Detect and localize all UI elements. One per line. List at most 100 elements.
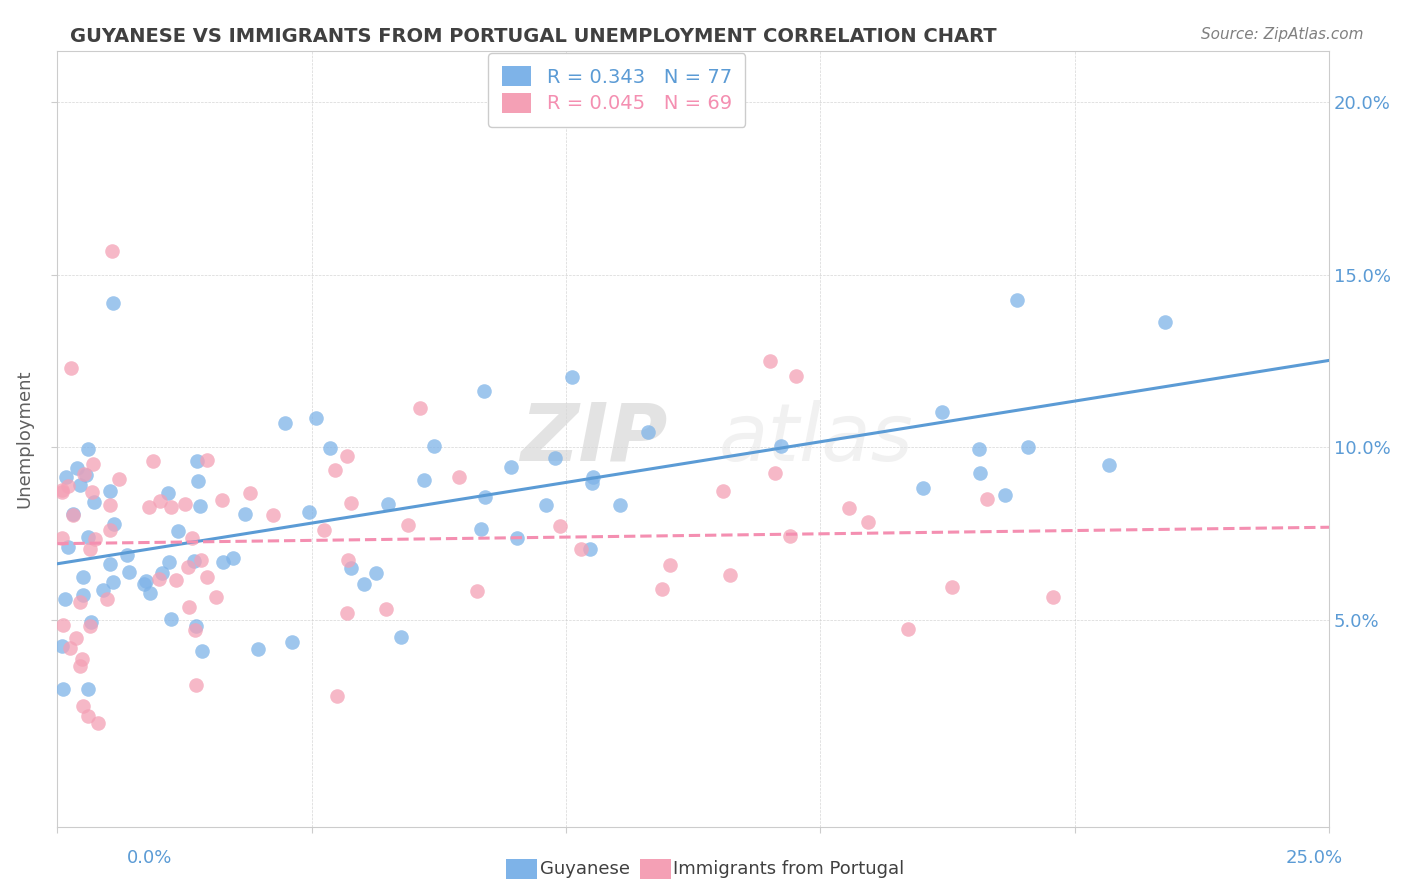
Point xyxy=(65,632,87,646)
Point xyxy=(82,457,104,471)
Point xyxy=(183,554,205,568)
Point xyxy=(101,575,124,590)
Point xyxy=(165,573,187,587)
Point xyxy=(51,531,73,545)
Point xyxy=(858,515,880,529)
Point xyxy=(167,524,190,539)
Point xyxy=(186,454,208,468)
Point xyxy=(941,580,963,594)
Point xyxy=(239,486,262,500)
Point xyxy=(173,497,195,511)
Point xyxy=(84,533,107,547)
Legend: R = 0.343   N = 77, R = 0.045   N = 69: R = 0.343 N = 77, R = 0.045 N = 69 xyxy=(488,53,745,127)
Point xyxy=(51,639,73,653)
Point xyxy=(59,361,82,376)
Point xyxy=(449,469,471,483)
Y-axis label: Unemployment: Unemployment xyxy=(15,369,32,508)
Point xyxy=(233,507,256,521)
Text: Guyanese: Guyanese xyxy=(540,860,630,878)
Point xyxy=(931,405,953,419)
Point xyxy=(91,583,114,598)
Point xyxy=(319,441,342,455)
Point xyxy=(87,716,110,731)
Point xyxy=(69,478,91,492)
Point xyxy=(465,584,488,599)
Point xyxy=(323,463,346,477)
Point xyxy=(1154,315,1177,329)
Point xyxy=(969,466,991,480)
Point xyxy=(222,550,245,565)
Point xyxy=(77,442,100,457)
Point xyxy=(298,505,321,519)
Point xyxy=(897,622,920,636)
Point xyxy=(156,486,179,500)
Point xyxy=(79,618,101,632)
Point xyxy=(118,565,141,579)
Point xyxy=(69,659,91,673)
Point xyxy=(58,479,80,493)
Point xyxy=(62,508,84,522)
Point xyxy=(711,484,734,499)
Point xyxy=(135,574,157,588)
Point xyxy=(474,490,496,504)
Point xyxy=(536,498,558,512)
Point xyxy=(994,488,1017,502)
Point xyxy=(838,500,860,515)
Point xyxy=(366,566,388,580)
Point xyxy=(1042,591,1064,605)
Point xyxy=(195,453,218,467)
Point xyxy=(148,572,170,586)
Point xyxy=(1005,293,1028,307)
Point xyxy=(51,484,73,499)
Point xyxy=(281,635,304,649)
Point xyxy=(637,425,659,439)
Point xyxy=(98,498,121,512)
Point xyxy=(758,354,780,368)
Point xyxy=(211,492,233,507)
Point xyxy=(651,582,673,597)
Point xyxy=(177,560,200,574)
Point xyxy=(160,500,183,514)
Point xyxy=(412,473,434,487)
Point xyxy=(1098,458,1121,472)
Point xyxy=(204,590,226,604)
Point xyxy=(77,530,100,544)
Point xyxy=(72,570,94,584)
Point xyxy=(609,498,631,512)
Point xyxy=(339,561,361,575)
Point xyxy=(779,528,801,542)
Point xyxy=(422,439,444,453)
Point xyxy=(184,678,207,692)
Point xyxy=(190,644,212,658)
Point xyxy=(409,401,432,415)
Point xyxy=(98,524,121,538)
Point xyxy=(579,542,602,557)
Point xyxy=(139,586,162,600)
Point xyxy=(274,416,297,430)
Point xyxy=(335,449,357,463)
Text: Immigrants from Portugal: Immigrants from Portugal xyxy=(673,860,904,878)
Point xyxy=(658,558,681,573)
Point xyxy=(180,531,202,545)
Point xyxy=(76,709,98,723)
Point xyxy=(75,468,97,483)
Point xyxy=(718,568,741,582)
Point xyxy=(66,461,89,475)
Point xyxy=(314,524,336,538)
Text: 25.0%: 25.0% xyxy=(1285,849,1343,867)
Point xyxy=(353,577,375,591)
Point xyxy=(62,508,84,522)
Point xyxy=(132,576,155,591)
Point xyxy=(77,681,100,696)
Point xyxy=(79,542,101,557)
Point xyxy=(976,492,998,507)
Point xyxy=(150,566,173,580)
Point xyxy=(305,410,328,425)
Point xyxy=(262,508,284,523)
Point xyxy=(470,522,492,536)
Point xyxy=(375,602,398,616)
Text: atlas: atlas xyxy=(718,400,914,478)
Point xyxy=(98,483,121,498)
Point xyxy=(336,606,359,620)
Text: ZIP: ZIP xyxy=(520,400,668,478)
